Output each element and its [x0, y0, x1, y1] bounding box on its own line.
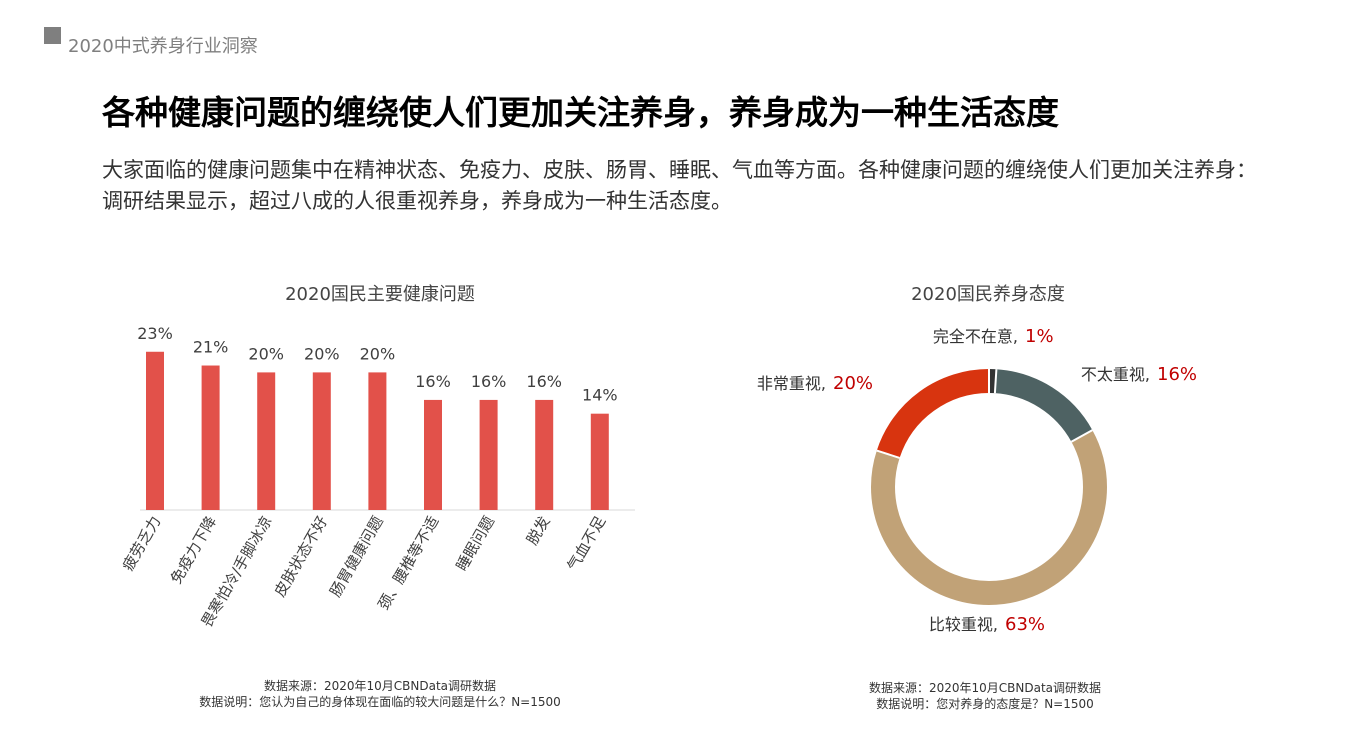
donut-chart-title: 2020国民养身态度: [911, 284, 1065, 305]
donut-category-label: 比较重视,: [929, 615, 998, 634]
bar-value-label: 20%: [304, 344, 340, 363]
summary-text: 大家面临的健康问题集中在精神状态、免疫力、皮肤、肠胃、睡眠、气血等方面。各种健康…: [102, 158, 1257, 213]
donut-separator: [876, 449, 900, 459]
donut-slice: [871, 369, 1107, 605]
source-left: 数据来源：2020年10月CBNData调研数据 数据说明：您认为自己的身体现在…: [170, 678, 590, 710]
bar-chart-title: 2020国民主要健康问题: [285, 284, 475, 305]
donut-value-label: 1%: [1025, 326, 1054, 347]
source-right-line2: 数据说明：您对养身的态度是？N=1500: [876, 697, 1094, 711]
bar: [535, 399, 554, 510]
bar-value-label: 23%: [137, 324, 173, 343]
bar: [257, 372, 276, 510]
bar-category-label: 睡眠问题: [452, 513, 498, 574]
bar: [368, 372, 387, 510]
bar-category-label: 疲劳乏力: [119, 513, 165, 574]
donut-value-label: 16%: [1157, 364, 1197, 385]
donut-value-label: 63%: [1005, 614, 1045, 635]
bar: [201, 365, 220, 510]
bar-category-label: 颈、腰椎等不适: [374, 513, 442, 613]
report-title: 2020中式养身行业洞察: [68, 36, 258, 57]
bar-category-label: 气血不足: [564, 513, 610, 574]
donut-value-label: 20%: [833, 373, 873, 394]
donut-chart: 完全不在意, 1% 不太重视, 16% 比较重视, 63% 非常重视, 20%: [757, 326, 1197, 635]
bar: [312, 372, 331, 510]
bar-category-label: 皮肤状态不好: [271, 513, 332, 600]
header-marker: [44, 27, 61, 44]
bar-category-label: 免疫力下降: [167, 513, 220, 587]
bar-value-label: 14%: [582, 386, 618, 405]
bar-category-label: 脱发: [523, 513, 554, 548]
bar-value-label: 16%: [526, 372, 562, 391]
bar-value-label: 16%: [471, 372, 507, 391]
bar: [479, 399, 498, 510]
donut-separator: [1070, 429, 1093, 443]
source-left-line2: 数据说明：您认为自己的身体现在面临的较大问题是什么？N=1500: [199, 695, 561, 709]
source-right-line1: 数据来源：2020年10月CBNData调研数据: [868, 681, 1102, 695]
source-right: 数据来源：2020年10月CBNData调研数据 数据说明：您对养身的态度是？N…: [835, 680, 1135, 712]
donut-category-label: 不太重视,: [1081, 365, 1150, 384]
bar: [424, 399, 442, 510]
donut-separator: [993, 369, 998, 394]
bar-value-label: 20%: [360, 344, 396, 363]
bar-value-label: 16%: [415, 372, 451, 391]
bar-value-label: 20%: [248, 344, 284, 363]
page-title: 各种健康问题的缠绕使人们更加关注养身，养身成为一种生活态度: [102, 93, 1059, 132]
donut-category-label: 非常重视,: [757, 374, 826, 393]
bar: [146, 351, 164, 510]
bar-chart: 23%疲劳乏力21%免疫力下降20%畏寒怕冷/手脚冰凉20%皮肤状态不好20%肠…: [119, 324, 635, 630]
bar: [590, 413, 609, 510]
donut-category-label: 完全不在意,: [933, 327, 1018, 346]
source-left-line1: 数据来源：2020年10月CBNData调研数据: [263, 679, 497, 693]
bar-category-label: 肠胃健康问题: [326, 513, 387, 600]
bar-value-label: 21%: [193, 338, 229, 357]
